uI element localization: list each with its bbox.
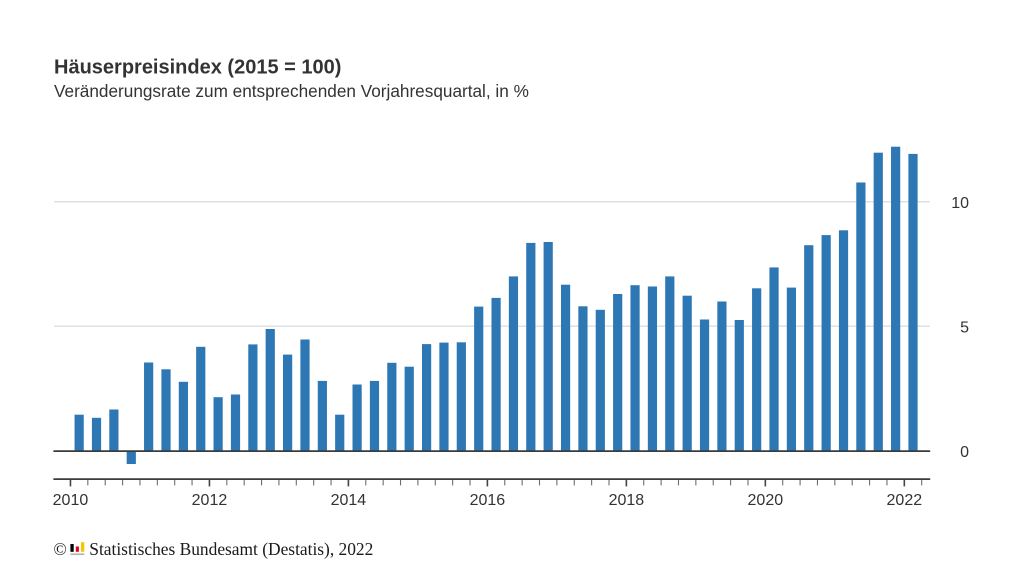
svg-text:2012: 2012 (192, 492, 228, 509)
svg-text:2020: 2020 (748, 492, 784, 509)
svg-text:Häuserpreisindex (2015 = 100): Häuserpreisindex (2015 = 100) (54, 57, 341, 79)
svg-text:Statistisches Bundesamt (Desta: Statistisches Bundesamt (Destatis), 2022 (89, 539, 373, 559)
svg-text:2014: 2014 (331, 492, 367, 509)
svg-text:2018: 2018 (609, 492, 645, 509)
svg-text:Veränderungsrate zum entsprech: Veränderungsrate zum entsprechenden Vorj… (54, 81, 529, 101)
svg-text:10: 10 (951, 195, 969, 212)
svg-text:2022: 2022 (887, 492, 923, 509)
svg-text:2010: 2010 (53, 492, 89, 509)
svg-text:0: 0 (960, 444, 969, 461)
svg-text:©: © (54, 539, 67, 559)
svg-text:2016: 2016 (470, 492, 506, 509)
svg-text:5: 5 (960, 319, 969, 336)
